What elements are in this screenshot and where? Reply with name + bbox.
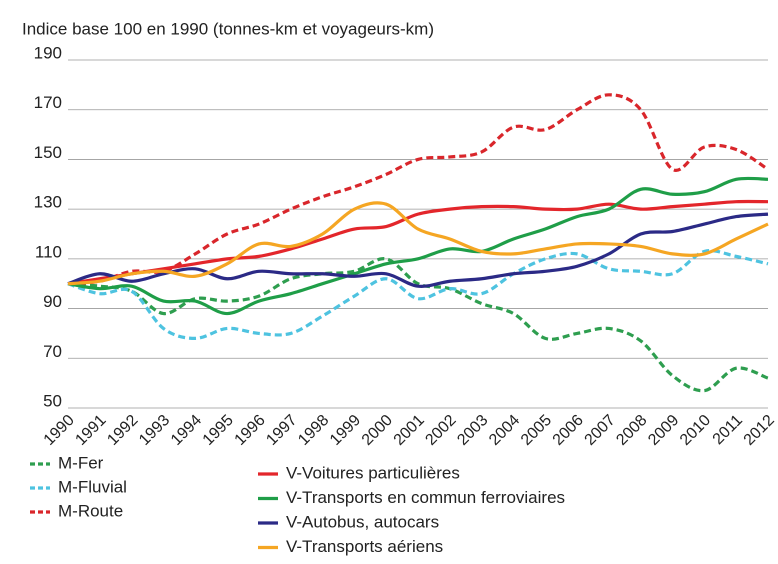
- x-tick-label: 1993: [136, 412, 173, 449]
- y-tick-label: 190: [34, 43, 62, 62]
- x-tick-label: 2006: [550, 412, 587, 449]
- x-tick-label: 2009: [645, 412, 682, 449]
- x-tick-label: 1998: [295, 412, 332, 449]
- series-line: [67, 176, 769, 316]
- series-line: [67, 257, 769, 393]
- x-tick-label: 2005: [518, 412, 555, 449]
- x-tick-label: 1994: [168, 412, 205, 449]
- y-tick-label: 170: [34, 93, 62, 112]
- series-line: [67, 201, 769, 286]
- y-tick-label: 70: [43, 342, 62, 361]
- x-tick-label: 1991: [72, 412, 109, 449]
- x-tick-label: 1995: [200, 412, 237, 449]
- series-line: [67, 249, 769, 341]
- x-tick-label: 2011: [710, 412, 746, 448]
- x-tick-label: 2001: [391, 412, 428, 449]
- x-tick-label: 1997: [263, 412, 300, 449]
- legend-label: M-Fer: [58, 453, 104, 472]
- series-line: [67, 212, 769, 288]
- legend-label: V-Autobus, autocars: [286, 512, 439, 531]
- y-tick-label: 130: [34, 193, 62, 212]
- x-tick-label: 1996: [232, 412, 269, 449]
- y-tick-label: 110: [35, 242, 62, 261]
- x-tick-label: 1990: [41, 412, 78, 449]
- y-tick-label: 90: [43, 292, 62, 311]
- legend-label: V-Transports en commun ferroviaires: [286, 488, 565, 507]
- x-tick-label: 2007: [582, 412, 619, 449]
- x-tick-label: 2008: [613, 412, 650, 449]
- y-tick-label: 50: [43, 391, 62, 410]
- x-tick-label: 2010: [677, 412, 714, 449]
- series-line: [67, 199, 769, 286]
- x-tick-label: 2012: [741, 412, 778, 449]
- x-tick-label: 2004: [486, 412, 523, 449]
- x-tick-label: 2002: [422, 412, 459, 449]
- chart-title: Indice base 100 en 1990 (tonnes-km et vo…: [22, 19, 434, 38]
- x-tick-label: 2003: [454, 412, 491, 449]
- legend-label: V-Transports aériens: [286, 537, 443, 556]
- legend-label: M-Route: [58, 501, 123, 520]
- series-line: [67, 93, 769, 286]
- legend-label: M-Fluvial: [58, 477, 127, 496]
- legend-label: V-Voitures particulières: [286, 463, 460, 482]
- x-tick-label: 1999: [327, 412, 364, 449]
- x-tick-label: 1992: [104, 412, 141, 449]
- y-tick-label: 150: [34, 143, 62, 162]
- x-tick-label: 2000: [359, 412, 396, 449]
